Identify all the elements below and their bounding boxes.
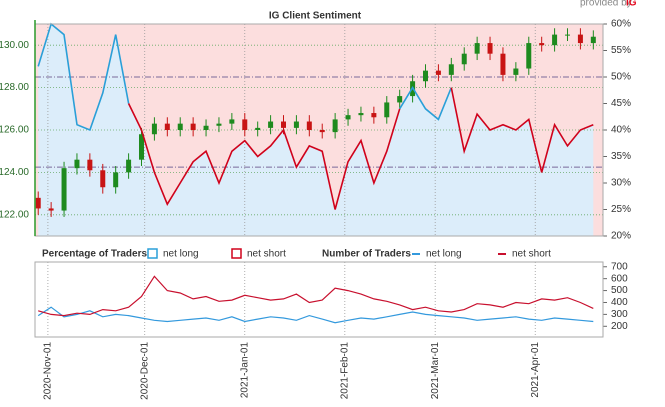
legend-label: net long	[426, 249, 462, 260]
candle-body	[358, 113, 364, 116]
candle-body	[435, 70, 441, 75]
x-tick-label: 2021-Jan-01	[239, 342, 250, 399]
candle-body	[423, 70, 428, 82]
candle-body	[461, 53, 467, 65]
y2-tick-label: 55%	[611, 45, 631, 56]
y-tick-label: 126.00	[0, 125, 29, 136]
candle-body	[190, 123, 196, 130]
x-tick-label: 2021-Apr-01	[530, 342, 541, 398]
plot-frame	[34, 261, 604, 338]
y-tick-label: 124.00	[0, 167, 29, 178]
candle-body	[177, 123, 183, 130]
y-tick-label: 600	[611, 273, 628, 284]
candle-body	[590, 36, 596, 44]
candle-body	[384, 102, 390, 118]
candle-body	[61, 168, 67, 211]
y2-tick-label: 45%	[611, 98, 631, 109]
y2-tick-label: 40%	[611, 125, 631, 136]
legend-label: net long	[163, 249, 199, 260]
legend-swatch	[231, 248, 242, 259]
y2-tick-label: 50%	[611, 72, 631, 83]
y2-tick-label: 30%	[611, 178, 631, 189]
candle-body	[293, 121, 299, 128]
candle-body	[164, 123, 170, 130]
candle-body	[74, 159, 80, 169]
candle-body	[552, 34, 558, 46]
x-tick-label: 2020-Nov-01	[43, 342, 54, 400]
sentiment-line	[37, 22, 453, 132]
candle-body	[255, 127, 261, 130]
candle-body	[319, 130, 325, 133]
net-long-area	[38, 24, 594, 236]
candle-body	[242, 119, 248, 130]
candle-body	[565, 34, 570, 36]
candle-body	[35, 197, 41, 209]
legend-label: net short	[247, 249, 286, 260]
y2-tick-label: 20%	[611, 231, 631, 242]
candle-body	[216, 123, 222, 126]
legend-label: net short	[512, 249, 551, 260]
candle-body	[306, 121, 312, 130]
candle-body	[332, 119, 338, 133]
candle-body	[151, 123, 157, 135]
candle-body	[48, 208, 54, 211]
candle-body	[113, 172, 119, 188]
candle-body	[268, 121, 274, 128]
candle-body	[139, 134, 144, 160]
y-tick-label: 130.00	[0, 40, 29, 51]
candle-body	[513, 68, 519, 75]
x-tick-label: 2021-Mar-01	[430, 342, 441, 400]
candle-body	[539, 43, 545, 46]
provided-by: provided by	[580, 0, 632, 9]
candle-body	[229, 119, 235, 124]
trader-line	[37, 306, 594, 324]
candle-body	[500, 53, 506, 75]
candle-body	[345, 115, 351, 120]
y2-tick-label: 60%	[611, 19, 631, 30]
logo: IG	[626, 0, 637, 9]
y-tick-label: 700	[611, 261, 628, 272]
legend-title: Percentage of Traders	[42, 249, 147, 260]
candle-body	[203, 125, 209, 130]
candle-body	[487, 43, 493, 54]
candle-body	[371, 113, 377, 118]
y-tick-label: 200	[611, 321, 628, 332]
y2-tick-label: 25%	[611, 204, 631, 215]
y-tick-label: 300	[611, 309, 628, 320]
x-tick-label: 2020-Dec-01	[139, 342, 150, 400]
y-tick-label: 500	[611, 285, 628, 296]
y-tick-label: 122.00	[0, 209, 29, 220]
trader-line	[38, 275, 594, 317]
y-tick-label: 400	[611, 297, 628, 308]
candle-body	[526, 43, 532, 69]
candle-body	[126, 159, 132, 173]
candle-body	[281, 121, 286, 128]
y2-tick-label: 35%	[611, 151, 631, 162]
sentiment-line	[127, 87, 594, 210]
legend-swatch	[147, 248, 158, 259]
legend-title: Number of Traders	[322, 249, 411, 260]
candle-body	[100, 170, 106, 188]
x-tick-label: 2021-Feb-01	[339, 342, 350, 400]
chart-title: IG Client Sentiment	[269, 11, 362, 22]
candle-body	[397, 96, 403, 103]
candle-body	[87, 159, 93, 171]
candle-body	[448, 64, 454, 75]
y-tick-label: 128.00	[0, 82, 29, 93]
candle-body	[474, 43, 480, 54]
candle-body	[577, 34, 583, 44]
